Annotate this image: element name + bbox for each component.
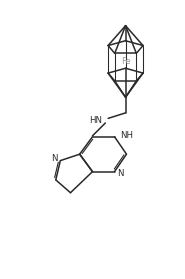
Text: N: N	[117, 169, 124, 178]
Text: NH: NH	[120, 131, 133, 140]
Text: Fe: Fe	[121, 57, 130, 66]
Text: N: N	[51, 154, 58, 163]
Text: HN: HN	[90, 116, 103, 125]
